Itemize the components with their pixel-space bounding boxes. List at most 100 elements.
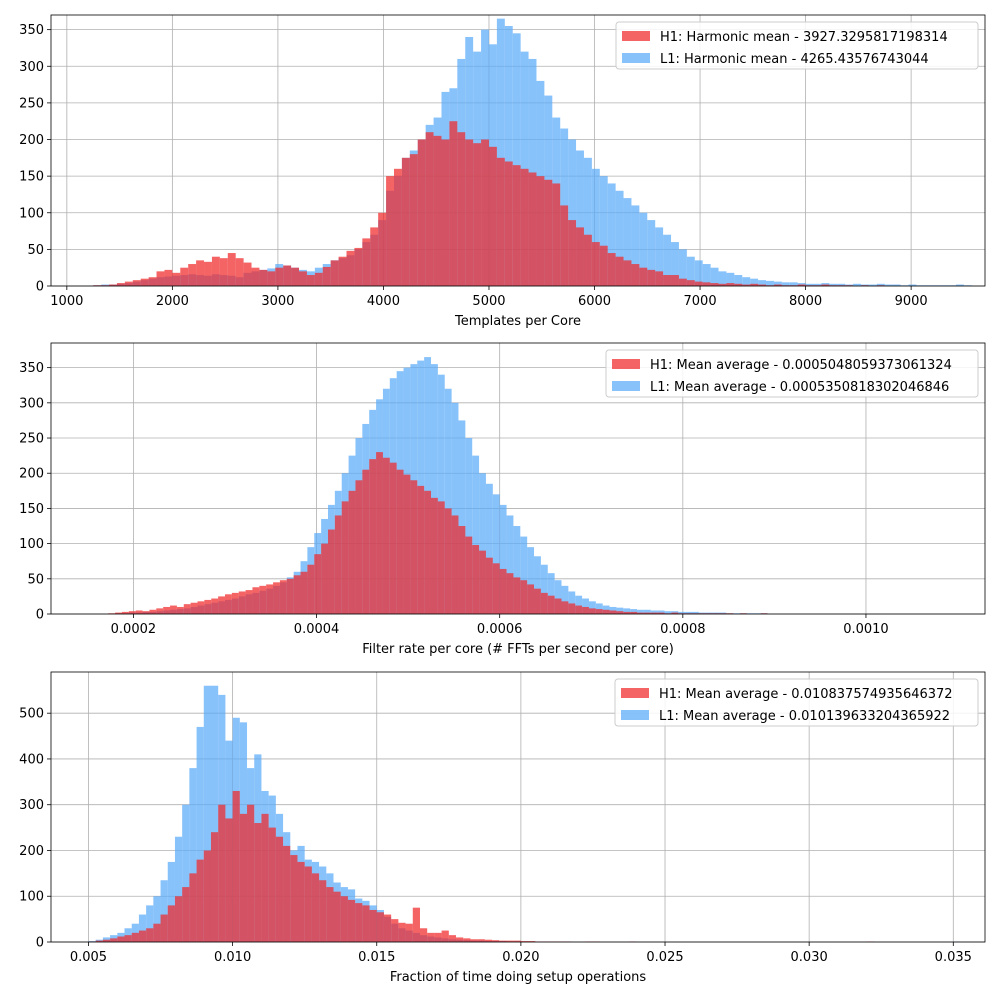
histogram-bar <box>267 271 276 286</box>
legend-label: H1: Harmonic mean - 3927.3295817198314 <box>660 30 948 45</box>
histogram-bar <box>437 374 445 614</box>
axes-frame <box>50 342 986 615</box>
legend-box <box>614 678 979 727</box>
histogram-bar <box>362 469 370 614</box>
histogram-bar <box>650 612 658 614</box>
histogram-bar <box>321 543 328 614</box>
histogram-bar <box>458 420 466 614</box>
histogram-bar <box>398 922 406 942</box>
x-tick-label: 5000 <box>472 294 505 309</box>
legend-swatch <box>612 359 640 369</box>
histogram-bar <box>188 264 197 286</box>
x-tick-label: 9000 <box>895 294 928 309</box>
histogram-bar <box>251 267 260 286</box>
histogram-bar <box>163 606 171 614</box>
x-tick-label: 2000 <box>156 294 189 309</box>
histogram-bar <box>307 564 315 614</box>
histogram-bar <box>892 284 901 286</box>
histogram-bar <box>678 278 687 286</box>
histogram-bar <box>750 278 759 286</box>
histogram-bar <box>686 280 695 286</box>
histogram-bar <box>663 234 672 286</box>
histogram-bar <box>405 923 413 942</box>
histogram-bar <box>789 282 798 286</box>
y-tick-label: 250 <box>19 96 44 111</box>
histogram-bar <box>623 611 631 614</box>
y-tick-label: 250 <box>19 432 44 447</box>
legend: H1: Mean average - 0.0005048059373061324… <box>605 349 979 398</box>
histogram-bar <box>773 281 782 286</box>
x-tick-label: 0.0004 <box>294 622 340 637</box>
histogram-bar <box>138 914 147 942</box>
x-tick-label: 8000 <box>789 294 822 309</box>
histogram-bar <box>232 790 240 942</box>
histogram-bar <box>813 283 822 286</box>
histogram-bar <box>369 909 377 942</box>
histogram-bar <box>671 611 679 614</box>
histogram-bar <box>156 271 165 286</box>
histogram-bar <box>355 903 363 942</box>
histogram-bar <box>678 249 687 286</box>
histogram-bar <box>655 227 664 286</box>
histogram-bar <box>300 571 308 614</box>
histogram-bar <box>534 588 541 614</box>
histogram-bar <box>513 526 521 614</box>
histogram-bar <box>671 275 679 286</box>
y-tick-label: 200 <box>19 844 44 859</box>
histogram-bar <box>401 157 410 286</box>
histogram-bar <box>218 804 226 942</box>
histogram-bar <box>116 283 125 286</box>
histogram-bar <box>702 282 711 286</box>
histogram-bar <box>160 880 168 942</box>
histogram-bar <box>142 611 150 614</box>
histogram-bar <box>275 267 284 286</box>
histogram-bar <box>623 198 632 286</box>
histogram-bar <box>568 139 577 286</box>
histogram-bar <box>131 932 139 942</box>
histogram-bar <box>465 139 474 286</box>
histogram-bar <box>431 497 438 614</box>
histogram-bar <box>726 272 735 286</box>
x-tick-label: 4000 <box>367 294 400 309</box>
legend-label: H1: Mean average - 0.010837574935646372 <box>659 687 953 702</box>
histogram-bar <box>293 575 301 614</box>
histogram-bar <box>283 845 291 942</box>
x-tick-label: 0.030 <box>791 950 828 965</box>
histogram-bar <box>568 591 576 614</box>
histogram-bar <box>750 283 759 286</box>
histogram-bar <box>204 261 212 286</box>
histogram-bar <box>273 582 280 614</box>
histogram-bar <box>561 601 569 614</box>
legend: H1: Mean average - 0.010837574935646372 L… <box>614 678 979 727</box>
histogram-bar <box>383 914 392 942</box>
histogram-bar <box>664 611 672 614</box>
y-tick-label: 100 <box>19 537 44 552</box>
histogram-bar <box>876 283 885 286</box>
histogram-bar <box>868 284 877 286</box>
histogram-bar <box>513 940 521 942</box>
histogram-bar <box>189 768 197 942</box>
histogram-bar <box>485 557 493 614</box>
histogram-bar <box>369 459 377 614</box>
legend-swatch <box>621 688 649 698</box>
histogram-bar <box>131 923 139 942</box>
histogram-bar <box>465 536 473 614</box>
histogram-bar <box>297 861 305 942</box>
histogram-bar <box>182 804 190 942</box>
histogram-bar <box>588 608 596 614</box>
histogram-bar <box>204 599 212 614</box>
histogram-bar <box>650 610 658 614</box>
histogram-bar <box>376 912 384 942</box>
histogram-bar <box>393 168 402 286</box>
x-tick-label: 6000 <box>578 294 611 309</box>
histogram-bar <box>252 587 260 614</box>
histogram-bar <box>609 610 617 614</box>
histogram-bar <box>773 284 782 286</box>
histogram-bar <box>631 205 640 286</box>
histogram-bar <box>409 154 418 286</box>
histogram-bar <box>341 501 349 614</box>
histogram-bar <box>588 601 596 614</box>
histogram-bar <box>283 265 292 286</box>
histogram-bar <box>427 932 435 942</box>
y-tick-label: 50 <box>27 243 44 258</box>
